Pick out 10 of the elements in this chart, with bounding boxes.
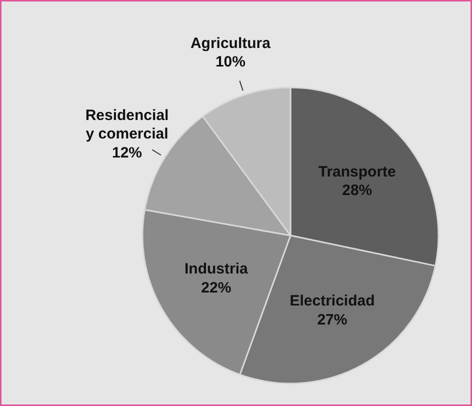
data-label: 10% — [215, 54, 246, 71]
slice-label: Transporte — [318, 164, 396, 181]
slice-label: Industria — [184, 260, 248, 278]
data-label: 12% — [112, 144, 142, 162]
data-label: 28% — [342, 182, 372, 200]
data-label: 22% — [201, 279, 232, 296]
slice-label: Residencial y comercial — [85, 106, 169, 143]
data-label: 27% — [317, 311, 348, 328]
slice-label: Electricidad — [290, 292, 375, 310]
slice-label: Agricultura — [190, 34, 272, 52]
